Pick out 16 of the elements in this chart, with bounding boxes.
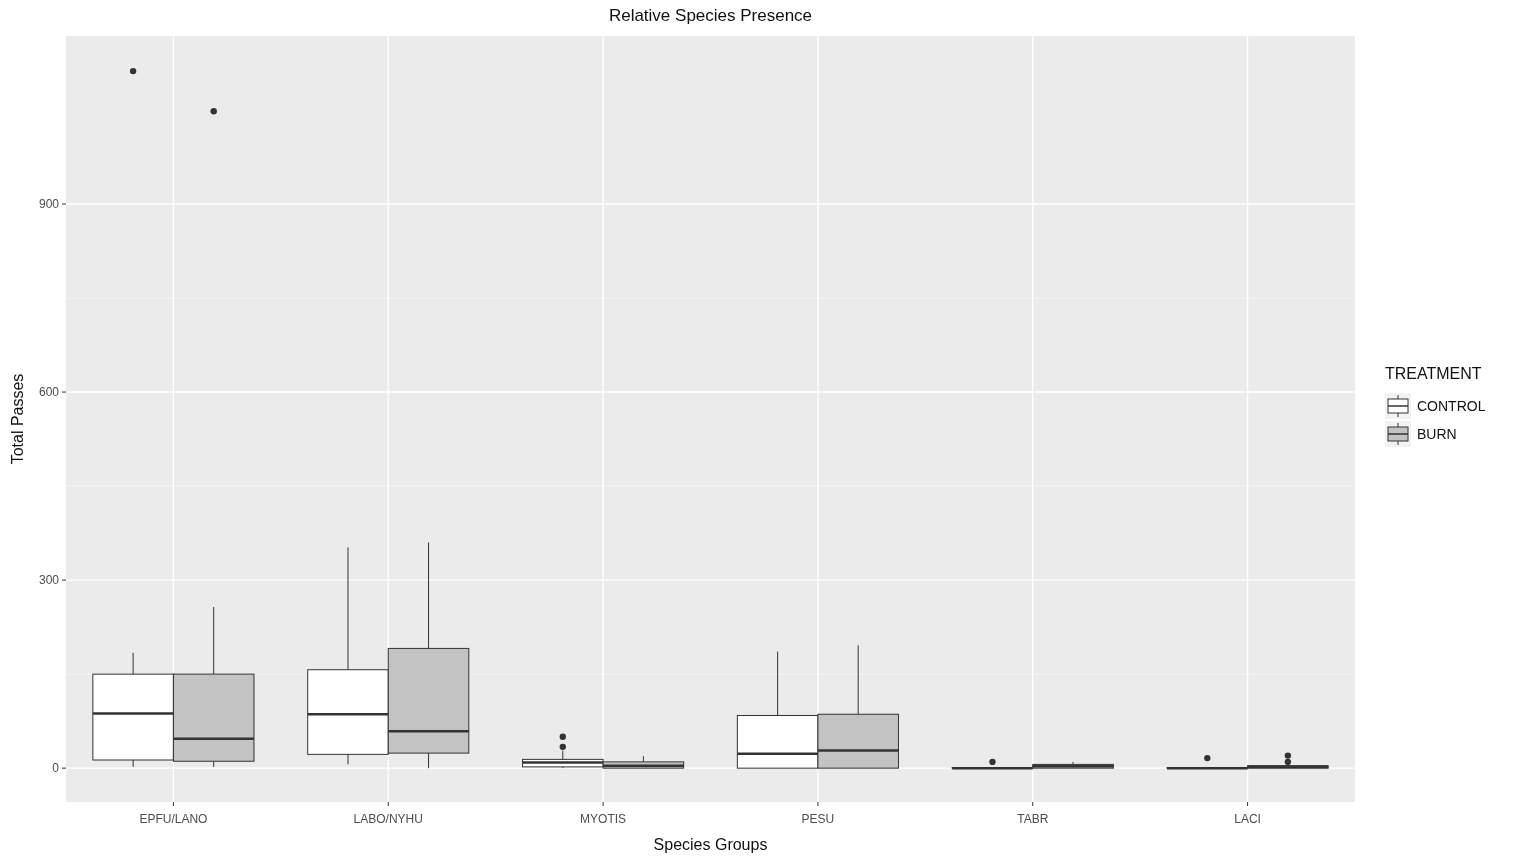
x-tick-label: EPFU/LANO	[139, 812, 208, 826]
legend-label: CONTROL	[1417, 397, 1486, 414]
y-tick-label: 600	[38, 385, 60, 400]
legend-label: BURN	[1417, 425, 1457, 442]
legend-title: TREATMENT	[1385, 365, 1482, 382]
y-axis-title: Total Passes	[9, 373, 26, 465]
y-tick-label: 900	[38, 197, 60, 212]
x-tick-label: TABR	[1017, 812, 1049, 826]
chart-title: Relative Species Presence	[608, 6, 813, 25]
x-tick-label: LABO/NYHU	[353, 812, 423, 826]
y-tick-label: 0	[52, 761, 60, 776]
y-tick-label: 300	[38, 573, 60, 588]
x-tick-label: MYOTIS	[580, 812, 627, 826]
x-tick-label: LACI	[1234, 812, 1261, 826]
x-axis-title: Species Groups	[653, 836, 768, 853]
x-tick-label: PESU	[801, 812, 835, 826]
